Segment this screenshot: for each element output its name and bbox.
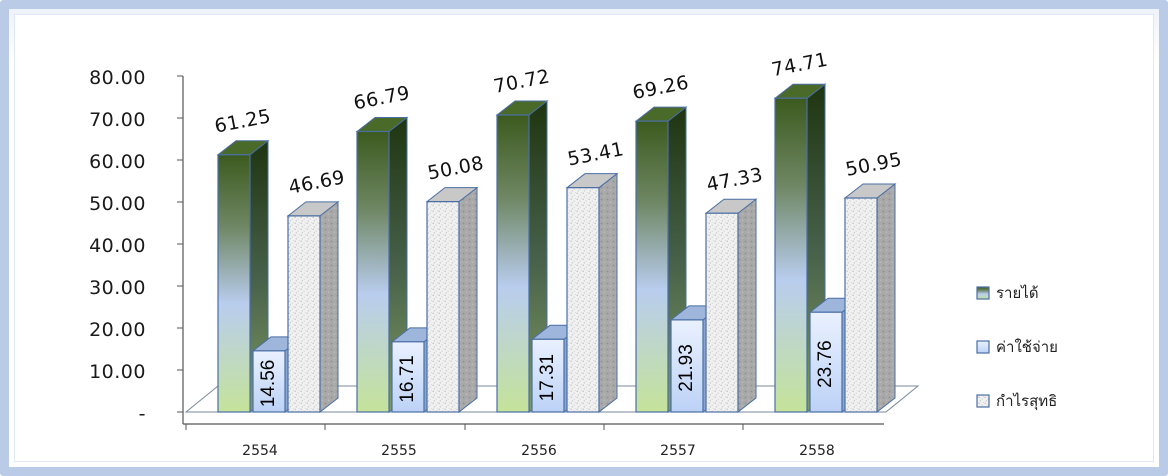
- data-label-profit-2557: 47.33: [705, 164, 765, 196]
- x-tick-label-2554: 2554: [242, 443, 278, 459]
- y-tick-label: 30.00: [89, 277, 146, 299]
- bar-front: [774, 97, 808, 413]
- bar-front: [531, 338, 565, 413]
- bar-front: [844, 197, 878, 413]
- legend-item-profit: กำไรสุทธิ: [976, 392, 1057, 411]
- bar-profit-2556: [565, 172, 619, 414]
- bar-profit-2555: [425, 186, 479, 414]
- y-tick-label: 80.00: [89, 67, 146, 89]
- bar-front: [356, 130, 390, 413]
- legend-label: รายได้: [996, 284, 1039, 302]
- bar-front: [705, 212, 739, 413]
- y-tick-label: 20.00: [89, 319, 146, 341]
- bar-front: [287, 215, 321, 413]
- data-label-revenue-2557: 69.26: [631, 72, 691, 104]
- bar-profit-2554: [286, 200, 340, 414]
- legend-swatch: [976, 340, 990, 354]
- bar-front: [496, 114, 530, 413]
- bar-front: [670, 319, 704, 413]
- data-label-revenue-2555: 66.79: [352, 82, 412, 114]
- bar-side: [876, 182, 896, 414]
- y-tick-label: 40.00: [89, 235, 146, 257]
- bar-profit-2557: [704, 198, 758, 414]
- legend-item-expense: ค่าใช้จ่าย: [976, 338, 1058, 356]
- data-label-expense-2554: 14.56: [258, 360, 279, 408]
- data-label-expense-2558: 23.76: [815, 340, 836, 388]
- y-tick-label: -: [139, 403, 146, 425]
- x-tick-label-2555: 2555: [381, 443, 417, 459]
- bar-revenue-2555: [355, 116, 409, 414]
- x-tick-label-2556: 2556: [521, 443, 557, 459]
- bar-side: [458, 186, 478, 414]
- bar-side: [598, 172, 618, 414]
- bars-group: [216, 83, 897, 414]
- data-label-revenue-2556: 70.72: [492, 65, 552, 97]
- y-tick-label: 50.00: [89, 193, 146, 215]
- data-label-revenue-2558: 74.71: [770, 49, 830, 81]
- data-label-expense-2556: 17.31: [537, 354, 558, 402]
- bar-front: [566, 187, 600, 413]
- data-label-profit-2555: 50.08: [426, 152, 486, 184]
- data-label-expense-2557: 21.93: [676, 344, 697, 392]
- x-axis: 2554 2555 2556 2557 2558: [185, 424, 835, 459]
- legend-label: ค่าใช้จ่าย: [996, 338, 1058, 356]
- legend-swatch: [976, 394, 990, 408]
- bar-front: [391, 341, 425, 413]
- y-tick-label: 10.00: [89, 361, 146, 383]
- data-label-profit-2554: 46.69: [287, 166, 347, 198]
- bar-front: [426, 201, 460, 413]
- y-tick-label: 60.00: [89, 151, 146, 173]
- data-label-profit-2556: 53.41: [566, 138, 626, 170]
- legend-label: กำไรสุทธิ: [996, 392, 1057, 411]
- data-label-expense-2555: 16.71: [397, 355, 418, 403]
- legend: รายได้ค่าใช้จ่ายกำไรสุทธิ: [976, 284, 1058, 411]
- bar-revenue-2554: [216, 139, 270, 414]
- bar-front: [252, 350, 286, 413]
- data-label-profit-2558: 50.95: [844, 148, 904, 180]
- data-label-revenue-2554: 61.25: [213, 105, 273, 137]
- bar-side: [319, 200, 339, 414]
- x-tick-label-2557: 2557: [660, 443, 696, 459]
- y-tick-label: 70.00: [89, 109, 146, 131]
- bar-side: [737, 198, 757, 414]
- y-axis: - 10.00 20.00 30.00 40.00 50.00 60.00 70.00 80.0…: [89, 67, 884, 425]
- legend-swatch: [976, 286, 990, 300]
- bar-front: [635, 120, 669, 413]
- bar-front: [217, 154, 251, 413]
- x-tick-label-2558: 2558: [799, 443, 835, 459]
- bar-front: [809, 311, 843, 413]
- legend-item-revenue: รายได้: [976, 284, 1039, 302]
- bar-profit-2558: [843, 182, 897, 414]
